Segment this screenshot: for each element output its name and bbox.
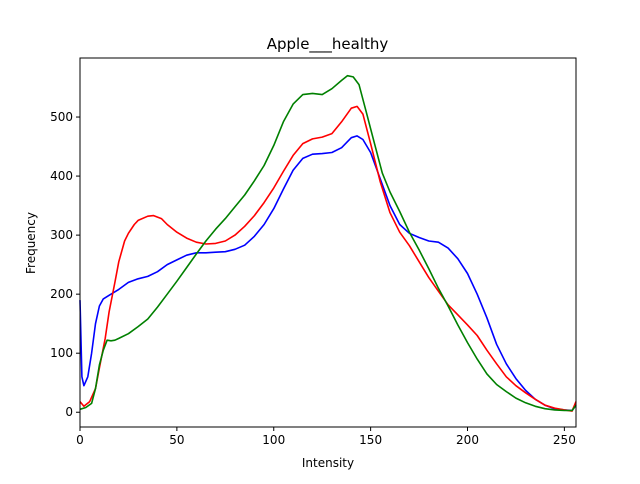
plot-frame	[79, 57, 577, 428]
y-tick-label: 300	[50, 228, 73, 242]
series-line-2	[79, 74, 577, 412]
y-tick-label: 500	[50, 110, 73, 124]
x-axis-label: Intensity	[302, 456, 354, 470]
x-tick-label: 0	[76, 433, 84, 447]
plot-lines	[79, 74, 577, 412]
x-tick-label: 200	[456, 433, 479, 447]
y-tick-label: 400	[50, 169, 73, 183]
x-tick-label: 50	[169, 433, 184, 447]
series-line-1	[79, 105, 577, 412]
chart-title: Apple___healthy	[267, 35, 389, 54]
series-line-0	[79, 135, 577, 412]
x-tick-label: 100	[262, 433, 285, 447]
x-axis: 0 50 100 150 200 250	[76, 427, 576, 447]
y-tick-label: 0	[65, 405, 73, 419]
y-tick-label: 200	[50, 287, 73, 301]
x-tick-label: 250	[553, 433, 576, 447]
y-tick-label: 100	[50, 346, 73, 360]
y-axis: 0 100 200 300 400 500	[50, 110, 80, 419]
y-axis-label: Frequency	[24, 212, 38, 274]
x-tick-label: 150	[359, 433, 382, 447]
